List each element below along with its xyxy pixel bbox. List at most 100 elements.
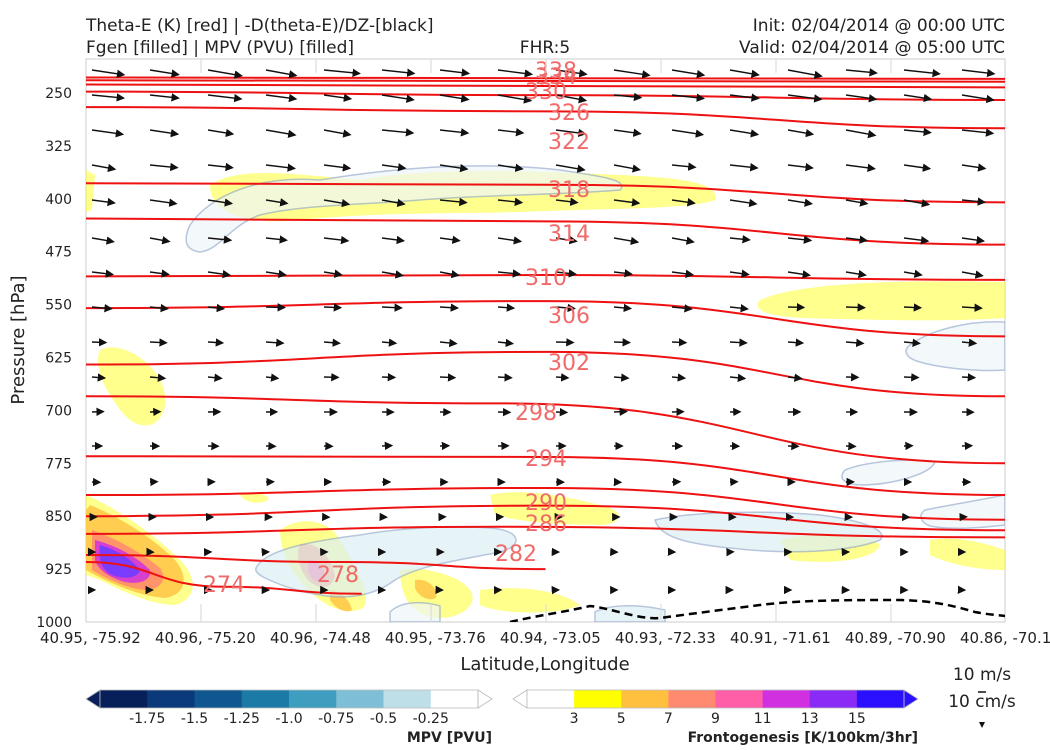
wind-arrow <box>91 338 108 347</box>
wind-arrow <box>671 338 688 347</box>
wind-arrow <box>91 93 126 102</box>
wind-arrow <box>961 197 986 206</box>
colorbar-swatch <box>574 690 622 708</box>
wind-arrow <box>613 198 641 207</box>
wind-arrow <box>381 68 416 77</box>
wind-arrow <box>265 373 280 382</box>
wind-arrow <box>91 303 113 313</box>
y-tick-label: 700 <box>45 403 72 419</box>
wind-arrow <box>91 197 116 207</box>
colorbar-tick-label: -1.25 <box>224 711 260 727</box>
wind-arrow <box>671 129 705 138</box>
wind-arrow <box>555 303 576 313</box>
wind-arrow <box>439 163 469 173</box>
init-label: Init: 02/04/2014 @ 00:00 UTC <box>753 16 1005 36</box>
wind-arrow <box>613 128 642 137</box>
wind-arrow <box>91 129 125 138</box>
fgen-colorbar-title: Frontogenesis [K/100km/3hr] <box>688 730 918 746</box>
wind-arrow <box>729 235 751 244</box>
wind-arrow <box>671 198 696 207</box>
wind-arrow <box>961 94 995 104</box>
wind-arrow <box>845 198 869 207</box>
theta-e-labels: 3383343303263223183143103063022982942902… <box>203 59 590 598</box>
wind-arrow <box>613 407 628 416</box>
wind-arrow <box>439 68 471 77</box>
vector-key-arrow-v <box>979 722 985 728</box>
wind-arrow <box>91 373 107 382</box>
y-axis: 250 325 400 475 550 625 700 775 850 925 1000 <box>36 86 72 631</box>
colorbar-tick-label: -1.0 <box>275 711 302 727</box>
theta-e-label: 338 <box>535 59 577 84</box>
wind-arrow <box>439 128 470 137</box>
colorbar-swatch <box>100 690 148 708</box>
theta-e-line <box>86 561 362 595</box>
wind-arrow <box>439 338 458 348</box>
theta-e-label: 334 <box>535 65 577 90</box>
wind-arrow <box>787 270 811 279</box>
x-tick-label: 40.96, -75.20 <box>155 629 256 647</box>
wind-arrow <box>671 69 706 79</box>
wind-arrow <box>961 270 984 279</box>
x-tick-label: 40.96, -74.48 <box>270 629 371 647</box>
colorbar-extend-right <box>903 689 919 709</box>
wind-arrow <box>555 94 588 104</box>
wind-arrow <box>787 373 803 382</box>
theta-e-label: 306 <box>548 304 590 329</box>
title-left-2: Fgen [filled] | MPV (PVU) [filled] <box>86 38 354 58</box>
wind-arrow <box>149 236 171 245</box>
theta-e-line <box>86 90 1005 102</box>
wind-arrow <box>845 163 876 172</box>
colorbar-tick-label: 3 <box>570 711 579 727</box>
colorbar-tick-label: -0.25 <box>413 711 449 727</box>
wind-arrow <box>613 338 631 347</box>
wind-arrow <box>497 197 524 207</box>
y-tick-label: 250 <box>45 86 72 102</box>
wind-arrow <box>613 69 651 79</box>
wind-arrow <box>613 92 643 102</box>
wind-arrow <box>845 269 867 279</box>
theta-e-label: 314 <box>548 222 590 247</box>
wind-arrow <box>555 269 578 278</box>
wind-arrow <box>555 236 578 245</box>
wind-arrow <box>207 93 243 103</box>
wind-arrow <box>787 128 815 138</box>
colorbar-extend-left <box>512 689 528 709</box>
wind-arrow <box>555 164 586 173</box>
theta-e-line <box>86 486 1005 521</box>
wind-arrow <box>207 303 226 313</box>
x-tick-label: 40.95, -75.92 <box>40 629 141 647</box>
theta-e-label: 330 <box>525 80 567 105</box>
y-axis-title: Pressure [hPa] <box>8 275 29 404</box>
wind-arrow <box>439 197 468 207</box>
x-tick-label: 40.86, -70.1 <box>960 629 1050 647</box>
wind-arrow <box>671 236 695 245</box>
wind-arrow <box>323 235 350 245</box>
wind-arrow <box>961 303 983 312</box>
wind-arrow <box>903 93 933 103</box>
theta-e-label: 282 <box>495 542 537 567</box>
wind-arrow <box>207 198 234 207</box>
wind-arrow <box>903 373 920 382</box>
y-tick-label: 475 <box>45 245 72 261</box>
wind-arrow <box>265 269 287 279</box>
wind-arrow <box>787 94 823 103</box>
wind-arrow <box>265 338 285 347</box>
wind-arrow <box>207 162 234 172</box>
wind-vectors <box>87 68 996 595</box>
x-tick-label: 40.95, -73.76 <box>385 629 486 647</box>
wind-arrow <box>961 235 986 245</box>
colorbar-swatch <box>383 690 432 708</box>
wind-arrow <box>497 303 516 312</box>
mpv-colorbar-title: MPV [PVU] <box>407 730 492 746</box>
theta-e-line <box>86 395 1005 465</box>
wind-arrow <box>613 373 630 382</box>
colorbar-swatch <box>527 690 575 708</box>
y-tick-label: 1000 <box>36 615 72 631</box>
theta-e-line <box>86 504 1005 532</box>
wind-arrow <box>845 338 865 348</box>
wind-arrow <box>613 164 641 173</box>
wind-arrow <box>381 338 398 347</box>
wind-arrow <box>265 69 298 79</box>
y-tick-label: 850 <box>45 509 72 525</box>
